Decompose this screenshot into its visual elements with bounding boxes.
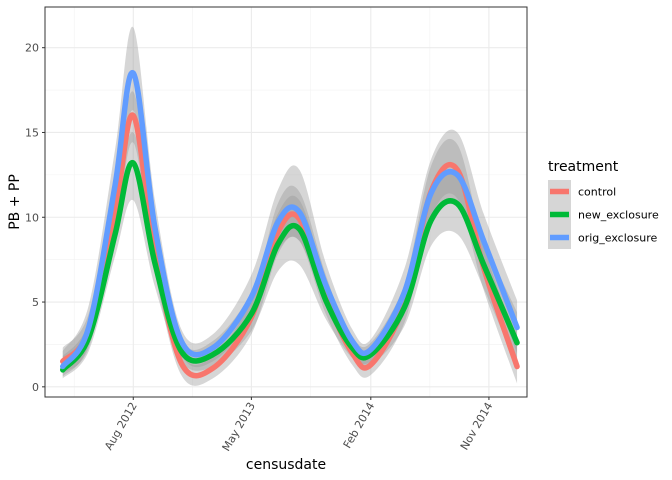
plot-panel-border [44,6,528,398]
line-new-exclosure [59,160,520,373]
legend-label-orig-exclosure: orig_exclosure [578,232,657,245]
y-tick-label: 5 [32,296,39,309]
legend-title: treatment [548,159,619,175]
y-tick-label: 10 [25,211,39,224]
line-orig-exclosure [59,70,520,370]
series-lines [59,70,520,379]
x-axis-title: censusdate [246,457,326,473]
legend-label-control: control [578,186,616,199]
y-tick-label: 20 [25,42,39,55]
legend-label-new-exclosure: new_exclosure [578,209,659,222]
y-tick-label: 0 [32,381,39,394]
y-tick-label: 15 [25,126,39,139]
legend: treatment control new_exclosure orig_exclo… [548,159,659,249]
y-axis-title: PB + PP [7,174,23,230]
ribbon-new-exclosure [62,132,518,379]
